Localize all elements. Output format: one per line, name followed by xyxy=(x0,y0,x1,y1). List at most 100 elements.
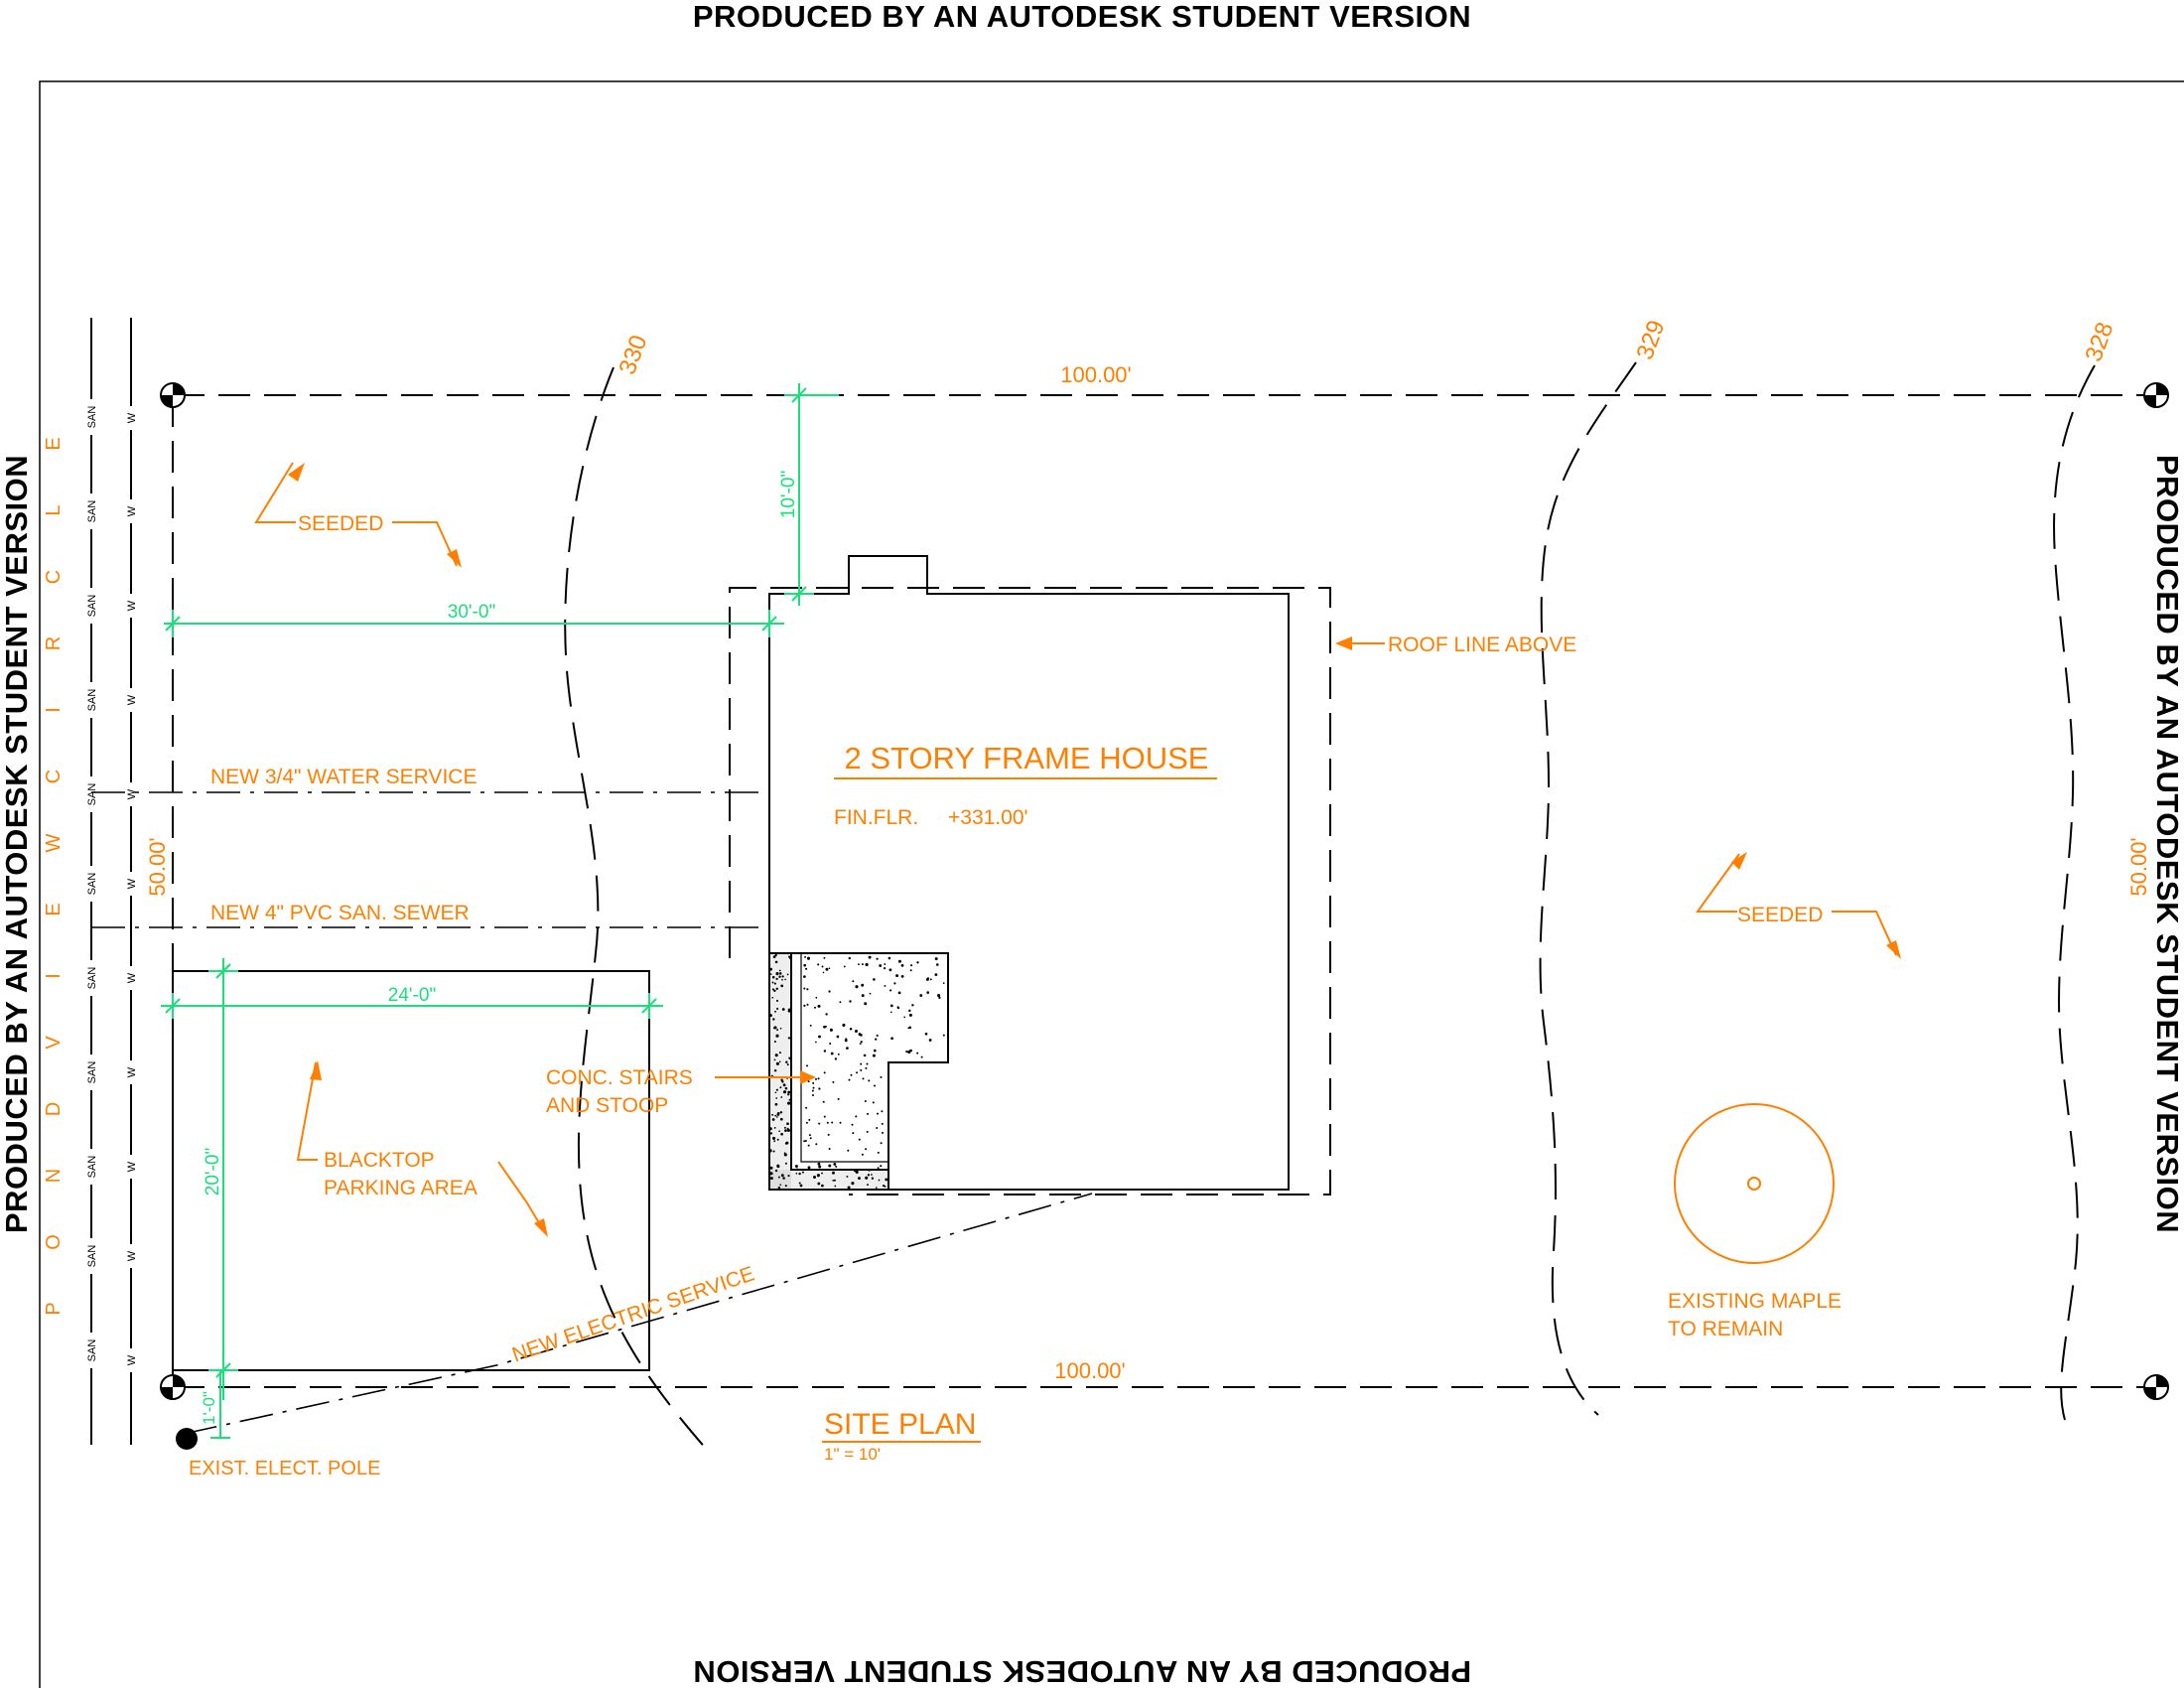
stipple-dot xyxy=(890,1037,893,1041)
parking-arrows xyxy=(296,1060,548,1237)
stipple-dot xyxy=(780,984,784,988)
stipple-dot xyxy=(780,1174,784,1178)
stipple-dot xyxy=(897,991,901,995)
stipple-dot xyxy=(873,978,876,981)
stipple-dot xyxy=(837,1053,840,1055)
contour-line-329 xyxy=(1539,361,1637,1416)
stipple-dot xyxy=(895,974,899,978)
stipple-dot xyxy=(873,1049,877,1053)
stipple-dot xyxy=(868,1169,871,1172)
watermark-right: PRODUCED BY AN AUTODESK STUDENT VERSION xyxy=(2150,455,2184,1233)
stipple-dot xyxy=(805,1121,808,1124)
stipple-dot xyxy=(937,993,941,998)
electric-service-line xyxy=(183,1193,1093,1435)
stipple-dot xyxy=(781,1008,785,1011)
street-name-letter: W xyxy=(43,833,65,852)
existing-maple-tree-icon xyxy=(1674,1103,1835,1264)
stipple-dot xyxy=(852,1132,855,1135)
stipple-dot xyxy=(909,969,912,972)
stipple-dot xyxy=(816,1174,820,1178)
stipple-dot xyxy=(788,1098,791,1101)
contour-label-329: 329 xyxy=(1631,317,1670,363)
stairs-label-2: AND STOOP xyxy=(546,1094,668,1117)
stipple-dot xyxy=(768,1127,772,1131)
stipple-dot xyxy=(855,985,859,989)
stipple-dot xyxy=(867,1174,871,1177)
stipple-dot xyxy=(774,960,778,964)
sanitary-label-gap xyxy=(83,1149,99,1185)
stipple-dot xyxy=(769,1132,773,1135)
water-label-gap xyxy=(124,782,138,806)
stipple-dot xyxy=(864,1002,868,1006)
stipple-dot xyxy=(768,1149,772,1153)
stipple-dot xyxy=(850,1073,853,1076)
stipple-dot xyxy=(807,1144,810,1147)
sanitary-label: SAN xyxy=(86,967,98,990)
stipple-dot xyxy=(830,1052,834,1055)
contour-line-330 xyxy=(564,366,708,1451)
stipple-dot xyxy=(803,963,807,967)
dimension-side-setback xyxy=(164,610,784,637)
water-label-gap xyxy=(124,1244,138,1268)
stipple-dot xyxy=(884,963,887,965)
sanitary-label-gap xyxy=(83,866,99,902)
stipple-dot xyxy=(872,1054,876,1057)
stipple-dot xyxy=(781,978,783,981)
sewer-label: NEW 4" PVC SAN. SEWER xyxy=(210,902,470,924)
stipple-dot xyxy=(929,978,932,981)
stipple-dot xyxy=(799,1184,803,1188)
stipple-dot xyxy=(924,1032,928,1036)
sanitary-label: SAN xyxy=(86,1339,98,1362)
dimension-parking-depth xyxy=(208,958,238,1400)
dimension-side-setback-text: 30'-0" xyxy=(448,602,495,623)
sanitary-label-gap xyxy=(83,1238,99,1274)
stipple-dot xyxy=(776,1138,779,1141)
seeded-arrow-1 xyxy=(254,462,462,568)
stipple-dot xyxy=(928,1039,932,1042)
stipple-dot xyxy=(778,969,781,972)
stipple-dot xyxy=(823,1025,826,1029)
street-name-pond-view-circle: P O N D V I E W C I R C L E xyxy=(43,437,65,1315)
seeded-label-2: SEEDED xyxy=(1737,904,1823,926)
stipple-dot xyxy=(782,1083,786,1087)
stipple-dot xyxy=(851,1123,854,1126)
stipple-dot xyxy=(775,987,779,991)
stipple-dot xyxy=(825,1013,828,1016)
stipple-dot xyxy=(808,1118,811,1121)
stipple-dot xyxy=(823,1115,826,1118)
stipple-dot xyxy=(803,987,806,990)
water-label-gap xyxy=(124,406,138,430)
stipple-dot xyxy=(865,1148,868,1151)
contour-label-328: 328 xyxy=(2080,319,2118,365)
stipple-dot xyxy=(861,963,864,966)
stipple-dot xyxy=(846,1047,849,1050)
street-name-letter: R xyxy=(43,636,65,650)
stipple-dot xyxy=(815,1077,817,1080)
street-name-letter: C xyxy=(43,570,65,584)
stipple-dot xyxy=(775,1034,779,1038)
stipple-dot xyxy=(876,957,879,960)
stipple-dot xyxy=(934,957,938,961)
stipple-dot xyxy=(773,1068,777,1072)
stipple-dot xyxy=(771,975,775,979)
stipple-dot xyxy=(856,1071,859,1074)
stipple-dot xyxy=(887,956,891,960)
stipple-dot xyxy=(893,982,896,985)
stipple-dot xyxy=(828,967,831,970)
property-top-length: 100.00' xyxy=(1060,362,1132,387)
stipple-dot xyxy=(920,1055,923,1058)
stipple-dot xyxy=(778,975,781,978)
stipple-dot xyxy=(788,955,791,958)
street-utility-labels: SAN SAN SAN SAN SAN SAN SAN SAN SAN SAN SAN W W W W W W W… xyxy=(83,399,138,1372)
stipple-dot xyxy=(844,1039,848,1043)
fin-floor-label: FIN.FLR. xyxy=(834,806,918,829)
contour-label-330: 330 xyxy=(614,332,652,378)
stipple-dot xyxy=(784,1086,788,1090)
water-label-gap xyxy=(124,499,138,523)
water-label-gap xyxy=(124,872,138,896)
stipple-dot xyxy=(783,1153,787,1157)
stipple-dot xyxy=(896,1006,900,1010)
water-label-gap xyxy=(124,1348,138,1372)
stipple-dot xyxy=(876,1127,879,1129)
pole-label: EXIST. ELECT. POLE xyxy=(189,1458,380,1479)
